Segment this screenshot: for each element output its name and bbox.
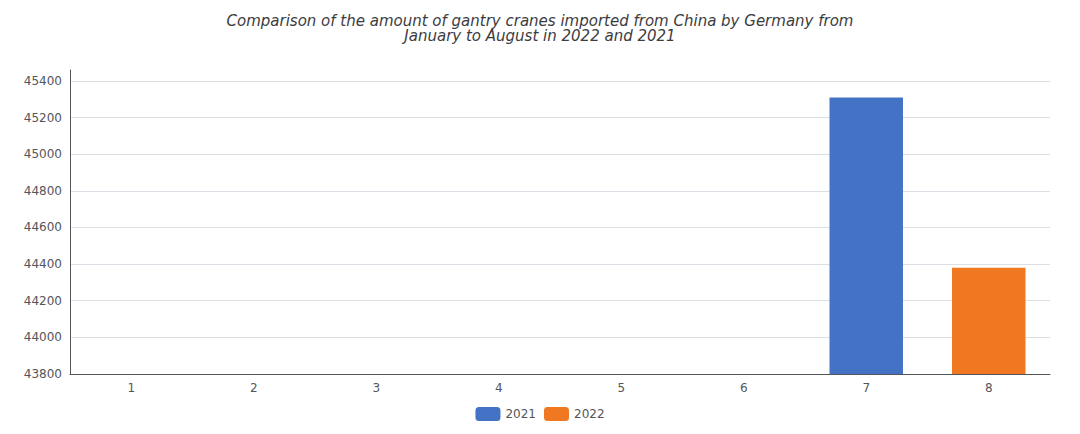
svg-text:44800: 44800 — [24, 184, 62, 198]
svg-text:5: 5 — [617, 381, 625, 395]
svg-text:44200: 44200 — [24, 294, 62, 308]
svg-text:44400: 44400 — [24, 257, 62, 271]
svg-text:2: 2 — [250, 381, 258, 395]
svg-text:2021: 2021 — [505, 407, 536, 421]
svg-text:7: 7 — [862, 381, 870, 395]
svg-text:1: 1 — [127, 381, 135, 395]
svg-text:3: 3 — [372, 381, 380, 395]
svg-text:4: 4 — [495, 381, 503, 395]
svg-text:Comparison of the amount of ga: Comparison of the amount of gantry crane… — [226, 11, 854, 30]
svg-text:8: 8 — [985, 381, 993, 395]
svg-text:44000: 44000 — [24, 330, 62, 344]
svg-text:45200: 45200 — [24, 111, 62, 125]
svg-text:6: 6 — [740, 381, 748, 395]
svg-text:44600: 44600 — [24, 220, 62, 234]
svg-text:45000: 45000 — [24, 147, 62, 161]
svg-text:2022: 2022 — [574, 407, 605, 421]
svg-text:45400: 45400 — [24, 74, 62, 88]
svg-text:January to August in 2022 and: January to August in 2022 and 2021 — [401, 27, 675, 45]
svg-text:43800: 43800 — [24, 367, 62, 381]
